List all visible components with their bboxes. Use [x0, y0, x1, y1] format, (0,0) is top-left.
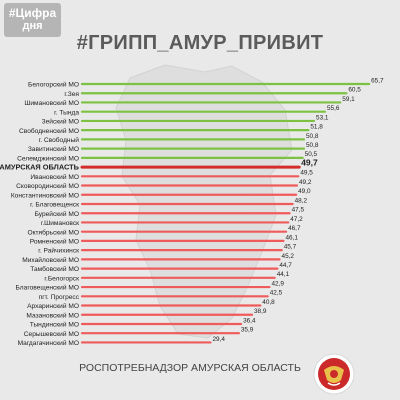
category-label: г. Свободный	[39, 136, 80, 144]
category-label: Селемджинский МО	[17, 154, 79, 162]
chart-title: #ГРИПП_АМУР_ПРИВИТ	[76, 32, 324, 54]
value-label: 40,8	[262, 299, 275, 306]
value-label: 47,2	[290, 216, 303, 223]
category-label: г.Белогорск	[44, 275, 79, 282]
value-label: 49,0	[298, 188, 311, 195]
category-label: г.Зея	[64, 91, 79, 98]
category-label: Серышевский МО	[24, 330, 79, 338]
category-label: Благовещенский МО	[16, 284, 79, 292]
value-label: 47,5	[292, 207, 305, 214]
category-label: Зейский МО	[42, 118, 79, 126]
value-label: 44,7	[279, 262, 292, 269]
category-label: Шимановский МО	[24, 99, 79, 107]
category-label: Ромненский МО	[30, 238, 79, 246]
category-label: Магдагачинский МО	[18, 339, 79, 347]
category-label: Бурейский МО	[35, 210, 79, 218]
value-label: 50,5	[305, 151, 318, 158]
category-label: г. Тында	[54, 109, 79, 116]
value-label: 50,8	[306, 133, 319, 140]
category-label: Свободненский МО	[19, 127, 79, 135]
category-label: Завитинский МО	[28, 145, 79, 153]
bar-chart: Белогорский МО 65,7 г.Зея 60,5 Шимановский М…	[0, 77, 384, 347]
value-label: 48,2	[295, 197, 308, 204]
footer-source: РОСПОТРЕБНАДЗОР АМУРСКАЯ ОБЛАСТЬ	[79, 362, 301, 374]
value-label: 44,1	[277, 271, 290, 278]
category-label: Октябрьский МО	[27, 228, 79, 236]
category-label: г. Благовещенск	[30, 202, 79, 209]
value-label: 51,8	[310, 124, 323, 131]
category-label: г.Шимановск	[41, 220, 79, 227]
digit-of-day-badge: #Цифра дня	[4, 3, 61, 37]
category-label: Ивановский МО	[30, 173, 79, 181]
value-label: 49,2	[299, 179, 312, 186]
value-label: 38,9	[254, 308, 267, 315]
value-label: 49,5	[300, 170, 313, 177]
value-label: 42,5	[270, 290, 283, 297]
badge-line1: #Цифра	[8, 6, 57, 20]
value-label: 65,7	[371, 77, 384, 84]
value-label: 49,7	[301, 157, 318, 167]
value-label: 53,1	[316, 114, 329, 121]
value-label: 35,9	[241, 327, 254, 334]
value-label: 59,1	[342, 96, 355, 103]
category-label: Константиновский МО	[11, 191, 79, 199]
category-label: Сковородинский МО	[16, 182, 79, 190]
category-label: Мазановский МО	[26, 311, 79, 319]
category-label: АМУРСКАЯ ОБЛАСТЬ	[0, 163, 80, 172]
category-label: Михайловский МО	[22, 256, 79, 264]
value-label: 45,7	[284, 244, 297, 251]
value-label: 36,4	[243, 317, 256, 324]
category-label: Белогорский МО	[28, 81, 79, 89]
category-label: Архаринский МО	[27, 302, 79, 310]
value-label: 46,7	[288, 225, 301, 232]
value-label: 42,9	[271, 280, 284, 287]
value-label: 29,4	[212, 336, 225, 343]
category-label: Тамбовский МО	[30, 265, 79, 273]
value-label: 45,2	[282, 253, 295, 260]
value-label: 55,6	[327, 105, 340, 112]
value-label: 46,1	[285, 234, 298, 241]
rospotrebnadzor-emblem-icon	[313, 353, 355, 395]
region-map-silhouette	[115, 64, 293, 339]
category-label: г. Райчихинск	[38, 247, 79, 255]
value-label: 50,8	[306, 142, 319, 149]
value-label: 60,5	[348, 87, 361, 94]
category-label: пгт. Прогресс	[39, 294, 80, 301]
category-label: Тындинский МО	[30, 321, 79, 329]
badge-line2: дня	[22, 20, 43, 32]
